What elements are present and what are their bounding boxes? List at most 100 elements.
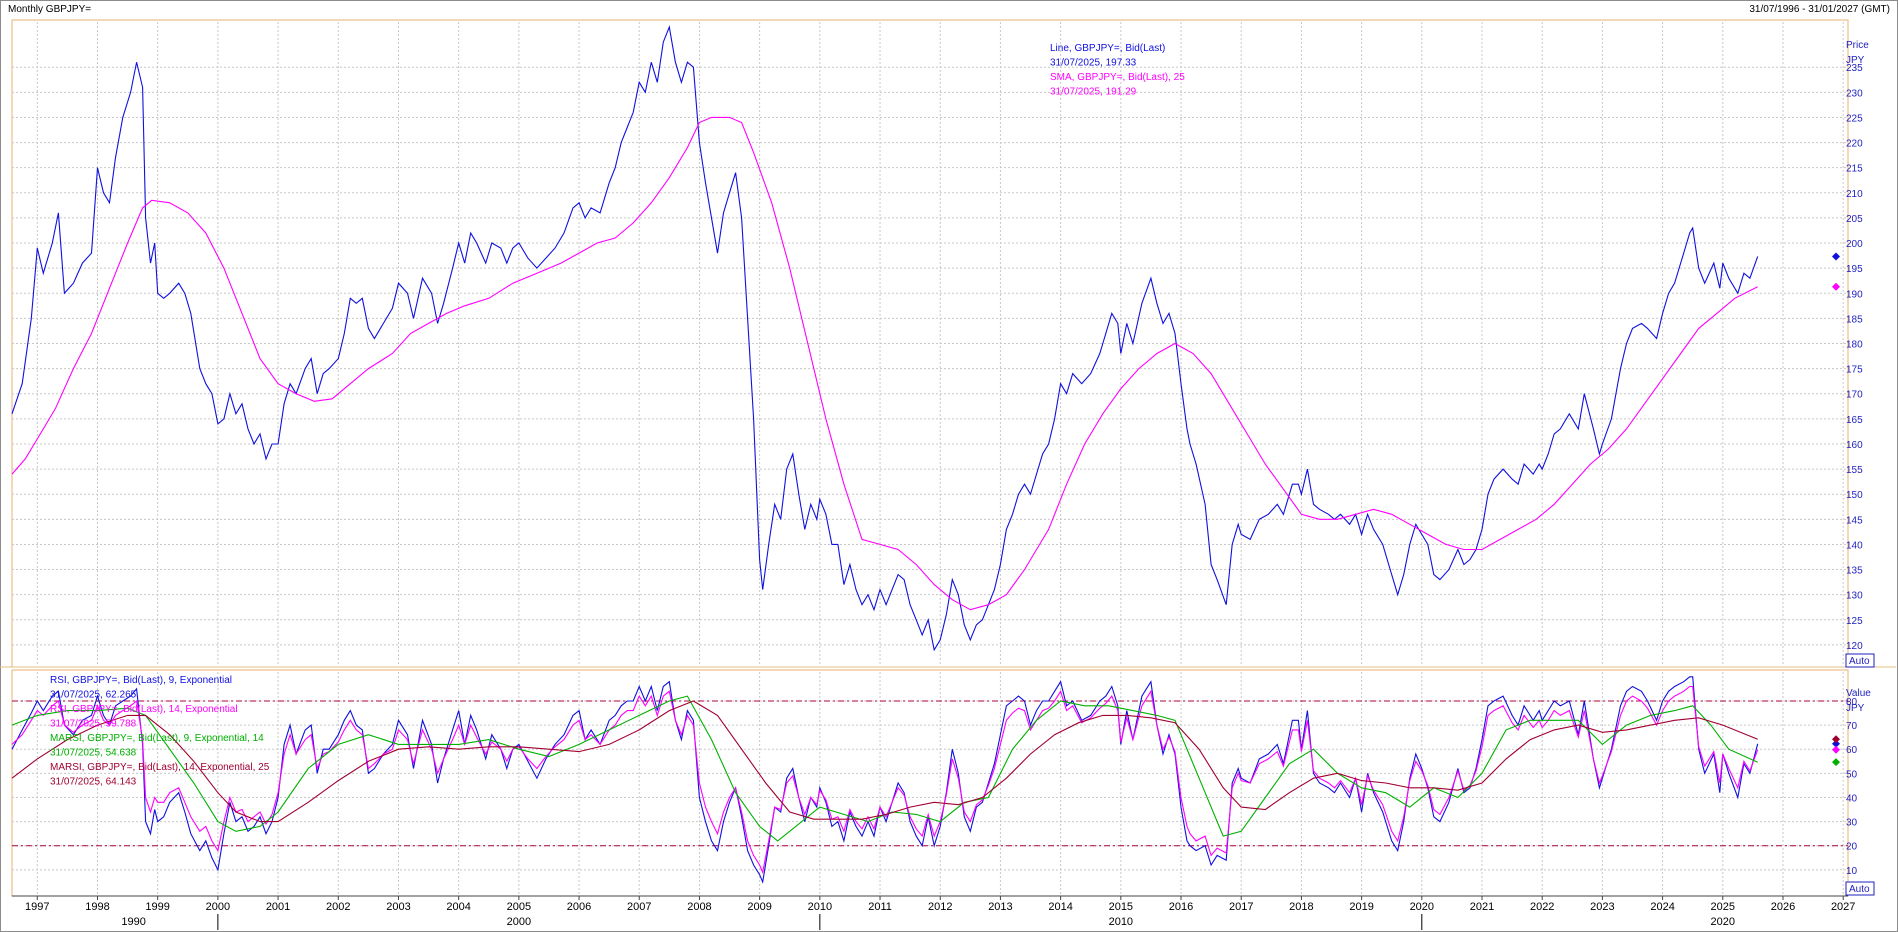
price-tick-label: 140 (1846, 540, 1863, 551)
x-tick-label: 2006 (567, 901, 591, 913)
x-tick-label: 2009 (747, 901, 771, 913)
x-tick-label: 2026 (1771, 901, 1795, 913)
price-tick-label: 215 (1846, 164, 1863, 175)
price-last-marker-1 (1832, 282, 1840, 291)
rsi-series-line-1 (11, 685, 1759, 875)
price-tick-label: 225 (1846, 113, 1863, 124)
rsi-series-line-2 (11, 695, 1758, 842)
price-last-marker-0 (1832, 252, 1840, 261)
rsi-tick-label: 80 (1846, 697, 1858, 708)
x-tick-label: 2013 (988, 901, 1012, 913)
price-tick-label: 180 (1846, 340, 1863, 351)
price-tick-label: 150 (1846, 490, 1863, 501)
x-tick-label: 2016 (1169, 901, 1193, 913)
rsi-legend-entry: 31/07/2025, 54.638 (50, 748, 137, 759)
decade-label: 2020 (1711, 916, 1735, 928)
rsi-legend-entry: RSI, GBPJPY=, Bid(Last), 9, Exponential (50, 675, 232, 686)
x-tick-label: 2000 (206, 901, 230, 913)
rsi-legend: RSI, GBPJPY=, Bid(Last), 9, Exponential 3… (50, 675, 270, 788)
x-tick-label: 1999 (145, 901, 169, 913)
x-tick-label: 2017 (1229, 901, 1253, 913)
x-tick-label: 2010 (808, 901, 832, 913)
price-auto-button[interactable] (1845, 653, 1875, 668)
price-tick-label: 190 (1846, 289, 1863, 300)
rsi-last-marker-0 (1832, 739, 1840, 748)
decade-label: 1990 (121, 916, 145, 928)
x-tick-label: 2018 (1289, 901, 1313, 913)
rsi-legend-entry: RSI, GBPJPY=, Bid(Last), 14, Exponential (50, 704, 238, 715)
rsi-last-marker-2 (1832, 758, 1840, 767)
x-tick-label: 2003 (386, 901, 410, 913)
price-tick-label: 175 (1846, 365, 1863, 376)
x-tick-label: 2019 (1349, 901, 1373, 913)
price-tick-label: 145 (1846, 515, 1863, 526)
price-tick-label: 155 (1846, 465, 1863, 476)
price-tick-label: 220 (1846, 139, 1863, 150)
x-tick-label: 2020 (1410, 901, 1434, 913)
price-tick-label: 205 (1846, 214, 1863, 225)
rsi-axis-unit: JPY (1846, 703, 1865, 714)
x-tick-label: 2005 (507, 901, 531, 913)
price-tick-label: 135 (1846, 566, 1863, 577)
rsi-series-line-3 (11, 700, 1758, 823)
price-tick-label: 170 (1846, 390, 1863, 401)
x-tick-label: 2004 (446, 901, 470, 913)
rsi-last-marker-1 (1832, 745, 1840, 754)
x-tick-label: 1998 (85, 901, 109, 913)
rsi-legend-entry: 31/07/2025, 62.265 (50, 690, 137, 701)
x-tick-label: 2007 (627, 901, 651, 913)
price-tick-label: 210 (1846, 189, 1863, 200)
price-tick-label: 120 (1846, 641, 1863, 652)
rsi-tick-label: 50 (1846, 769, 1858, 780)
price-axis-unit: JPY (1846, 55, 1865, 66)
decade-label: 2000 (507, 916, 531, 928)
rsi-axis-title: Value (1846, 688, 1871, 699)
rsi-last-marker-3 (1832, 735, 1840, 744)
rsi-tick-label: 30 (1846, 818, 1858, 829)
rsi-auto-label[interactable]: Auto (1849, 884, 1870, 895)
x-tick-label: 2011 (868, 901, 892, 913)
rsi-tick-label: 40 (1846, 793, 1858, 804)
x-tick-label: 2022 (1530, 901, 1554, 913)
decade-label: 2010 (1109, 916, 1133, 928)
rsi-grid (12, 672, 1848, 894)
price-legend-entry: Line, GBPJPY=, Bid(Last) (1050, 43, 1165, 54)
x-tick-label: 2014 (1048, 901, 1072, 913)
price-legend-entry: 31/07/2025, 197.33 (1050, 58, 1137, 69)
price-tick-label: 230 (1846, 88, 1863, 99)
rsi-legend-entry: MARSI, GBPJPY=, Bid(Last), 14, Exponenti… (50, 762, 270, 773)
price-tick-label: 125 (1846, 616, 1863, 627)
price-tick-label: 235 (1846, 63, 1863, 74)
rsi-panel-frame (11, 669, 1849, 897)
axis-layer: 1997 1998 1999 2000 2001 2002 2003 2004 2005 2006… (12, 63, 1863, 930)
price-axis-title: Price (1846, 40, 1869, 51)
rsi-tick-label: 10 (1846, 866, 1858, 877)
chart-title: Monthly GBPJPY= (8, 4, 92, 15)
x-tick-label: 2024 (1650, 901, 1674, 913)
rsi-series-line-0 (11, 676, 1759, 884)
x-tick-label: 1997 (25, 901, 49, 913)
x-tick-label: 2008 (687, 901, 711, 913)
rsi-tick-label: 60 (1846, 745, 1858, 756)
x-tick-label: 2023 (1590, 901, 1614, 913)
rsi-auto-button[interactable] (1845, 881, 1875, 896)
x-tick-label: 2027 (1831, 901, 1855, 913)
last-value-markers (1832, 252, 1840, 767)
x-tick-label: 2021 (1470, 901, 1494, 913)
price-legend-entry: 31/07/2025, 191.29 (1050, 87, 1137, 98)
rsi-legend-entry: 31/07/2025, 59.788 (50, 719, 137, 730)
price-auto-label[interactable]: Auto (1849, 656, 1870, 667)
x-tick-label: 2002 (326, 901, 350, 913)
x-tick-label: 2015 (1109, 901, 1133, 913)
rsi-tick-label: 70 (1846, 721, 1858, 732)
price-legend: Line, GBPJPY=, Bid(Last) 31/07/2025, 197.… (1050, 43, 1185, 98)
series-layer (11, 24, 1759, 884)
price-tick-label: 195 (1846, 264, 1863, 275)
price-tick-label: 160 (1846, 440, 1863, 451)
rsi-tick-label: 20 (1846, 842, 1858, 853)
price-legend-entry: SMA, GBPJPY=, Bid(Last), 25 (1050, 72, 1185, 83)
price-series-line-0 (11, 24, 1759, 652)
price-tick-label: 185 (1846, 314, 1863, 325)
date-range: 31/07/1996 - 31/01/2027 (GMT) (1749, 4, 1890, 15)
